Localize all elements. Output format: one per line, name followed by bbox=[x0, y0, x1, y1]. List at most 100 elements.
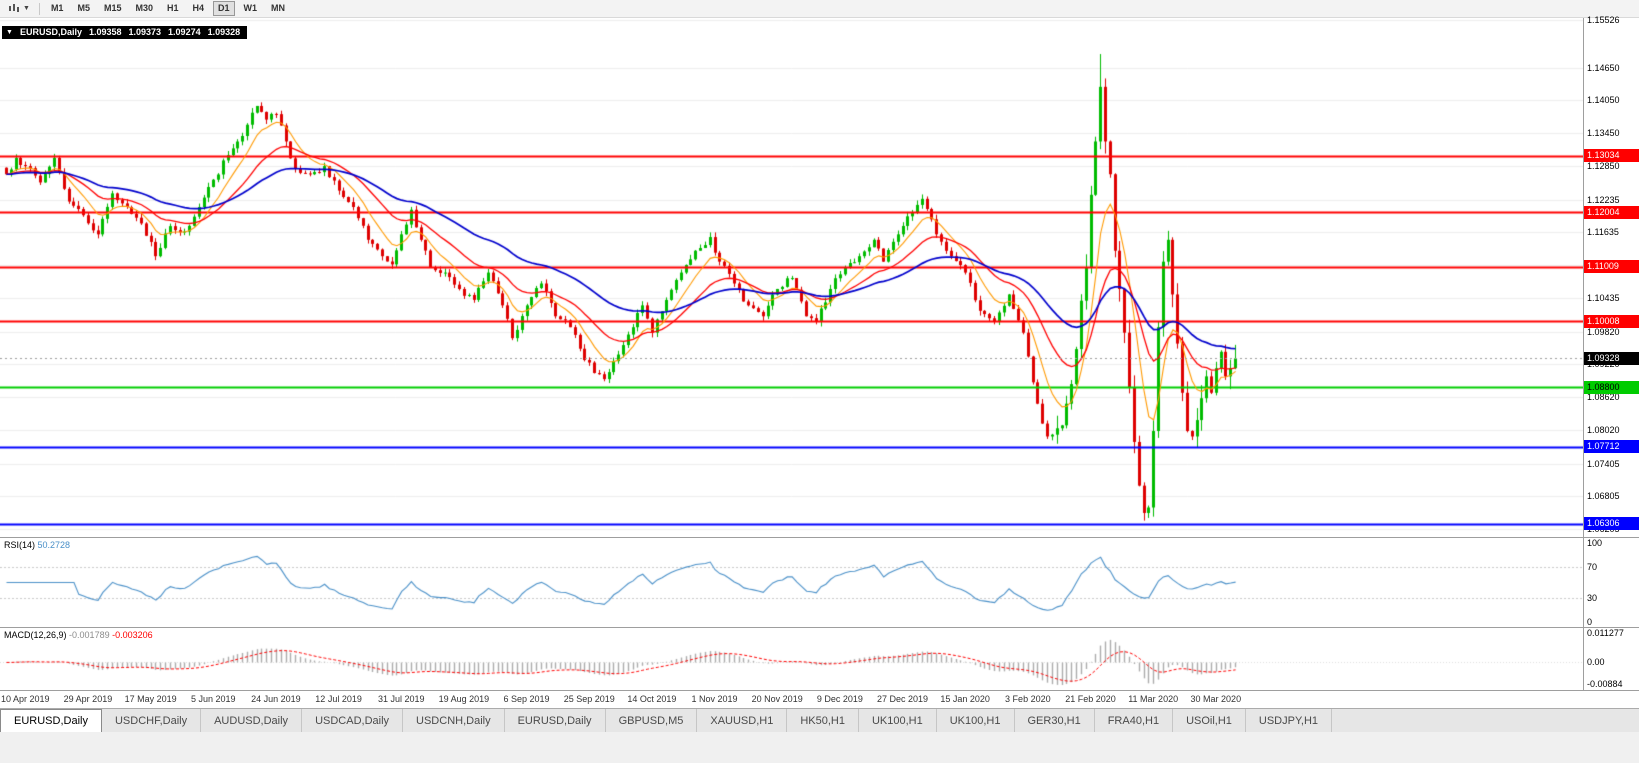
axis-tick-label: 1.14050 bbox=[1587, 95, 1620, 106]
date-label: 24 Jun 2019 bbox=[251, 694, 301, 704]
timeframe-button-w1[interactable]: W1 bbox=[239, 1, 263, 16]
rsi-title: RSI(14) bbox=[4, 540, 36, 550]
chart-tab[interactable]: FRA40,H1 bbox=[1094, 709, 1174, 732]
chart-tab[interactable]: XAUUSD,H1 bbox=[697, 709, 788, 732]
axis-tick-label: 1.12235 bbox=[1587, 194, 1620, 205]
level-price-label: 1.06306 bbox=[1584, 517, 1639, 531]
date-label: 27 Dec 2019 bbox=[876, 694, 929, 704]
open-value: 1.09358 bbox=[88, 27, 122, 37]
date-label: 25 Sep 2019 bbox=[563, 694, 615, 704]
axis-tick-label: 0.011277 bbox=[1587, 628, 1624, 638]
date-label: 19 Aug 2019 bbox=[438, 694, 490, 704]
timeframe-button-m30[interactable]: M30 bbox=[130, 1, 158, 16]
date-label: 29 Apr 2019 bbox=[63, 694, 113, 704]
chart-tab[interactable]: GBPUSD,M5 bbox=[605, 709, 698, 732]
date-label: 11 Mar 2020 bbox=[1128, 694, 1179, 704]
date-label: 9 Dec 2019 bbox=[816, 694, 863, 704]
chart-tab[interactable]: AUDUSD,Daily bbox=[201, 709, 303, 732]
date-label: 14 Oct 2019 bbox=[627, 694, 677, 704]
date-label: 1 Nov 2019 bbox=[691, 694, 738, 704]
status-bar bbox=[0, 732, 1639, 763]
toolbar-separator bbox=[38, 2, 40, 15]
date-axis[interactable]: 10 Apr 2019 29 Apr 2019 17 May 2019 5 Jun 2… bbox=[0, 690, 1639, 708]
chart-tab[interactable]: UK100,H1 bbox=[936, 709, 1015, 732]
macd-panel-canvas[interactable] bbox=[0, 628, 1583, 690]
candlestick-chart-icon bbox=[9, 4, 19, 12]
axis-tick-label: 0 bbox=[1587, 617, 1593, 627]
level-price-label: 1.13034 bbox=[1584, 149, 1639, 163]
chart-tab[interactable]: USDCHF,Daily bbox=[101, 709, 202, 732]
panel-divider[interactable] bbox=[0, 537, 1639, 538]
timeframe-button-h4[interactable]: H4 bbox=[188, 1, 210, 16]
date-label: 3 Feb 2020 bbox=[1005, 694, 1051, 704]
chart-tabs: EURUSD,Daily USDCHF,Daily AUDUSD,Daily USDC… bbox=[0, 708, 1639, 732]
chart-tab[interactable]: EURUSD,Daily bbox=[504, 709, 606, 732]
axis-tick-label: 1.13450 bbox=[1587, 128, 1620, 139]
chart-tab[interactable]: USOil,H1 bbox=[1173, 709, 1246, 732]
level-price-label: 1.12004 bbox=[1584, 205, 1639, 219]
chart-tab[interactable]: GER30,H1 bbox=[1014, 709, 1095, 732]
date-label: 17 May 2019 bbox=[124, 694, 177, 704]
axis-tick-label: 1.11635 bbox=[1587, 227, 1619, 238]
macd-signal-value: -0.003206 bbox=[112, 630, 153, 640]
level-price-label: 1.08800 bbox=[1584, 380, 1639, 394]
axis-tick-label: 70 bbox=[1587, 561, 1598, 572]
chart-tab[interactable]: HK50,H1 bbox=[787, 709, 859, 732]
rsi-value: 50.2728 bbox=[37, 540, 71, 550]
axis-tick-label: 1.08020 bbox=[1587, 424, 1620, 435]
level-price-label: 1.07712 bbox=[1584, 440, 1639, 454]
chart-tab[interactable]: USDJPY,H1 bbox=[1245, 709, 1333, 732]
chevron-down-icon: ▼ bbox=[23, 5, 30, 12]
date-label: 20 Nov 2019 bbox=[751, 694, 803, 704]
macd-indicator-label: MACD(12,26,9) -0.001789 -0.003206 bbox=[4, 630, 153, 640]
date-label: 12 Jul 2019 bbox=[315, 694, 362, 704]
symbol-label: EURUSD,Daily bbox=[19, 27, 82, 37]
rsi-axis[interactable]: 100 70 30 0 bbox=[1583, 538, 1639, 627]
panel-divider[interactable] bbox=[0, 627, 1639, 628]
timeframe-button-m5[interactable]: M5 bbox=[72, 1, 95, 16]
date-label: 10 Apr 2019 bbox=[0, 694, 50, 704]
date-label: 6 Sep 2019 bbox=[503, 694, 550, 704]
level-price-label: 1.10008 bbox=[1584, 314, 1639, 328]
axis-tick-label: 1.08620 bbox=[1587, 392, 1620, 403]
close-value: 1.09328 bbox=[207, 27, 241, 37]
level-price-label: 1.11009 bbox=[1584, 260, 1639, 274]
price-chart-canvas[interactable] bbox=[0, 18, 1583, 537]
rsi-indicator-label: RSI(14) 50.2728 bbox=[4, 540, 70, 550]
chart-window: ▼ EURUSD,Daily 1.09358 1.09373 1.09274 1… bbox=[0, 14, 1639, 708]
chart-type-button[interactable]: ▼ bbox=[5, 1, 33, 16]
price-axis[interactable]: 1.15526 1.14650 1.14050 1.13450 1.12850 1.122… bbox=[1583, 14, 1639, 537]
chart-tab[interactable]: USDCNH,Daily bbox=[403, 709, 505, 732]
axis-tick-label: 1.12850 bbox=[1587, 161, 1620, 172]
axis-tick-label: 1.15526 bbox=[1587, 14, 1620, 25]
axis-tick-label: 30 bbox=[1587, 593, 1598, 604]
ohlc-header[interactable]: ▼ EURUSD,Daily 1.09358 1.09373 1.09274 1… bbox=[2, 26, 248, 39]
axis-tick-label: 1.10435 bbox=[1587, 292, 1620, 303]
axis-tick-label: 1.06805 bbox=[1587, 491, 1620, 502]
chart-tab[interactable]: EURUSD,Daily bbox=[0, 709, 102, 732]
chart-tab[interactable]: UK100,H1 bbox=[858, 709, 937, 732]
axis-tick-label: 0.00 bbox=[1587, 657, 1605, 668]
macd-main-value: -0.001789 bbox=[69, 630, 110, 640]
date-label: 21 Feb 2020 bbox=[1065, 694, 1116, 704]
low-value: 1.09274 bbox=[168, 27, 201, 37]
high-value: 1.09373 bbox=[128, 27, 162, 37]
date-label: 30 Mar 2020 bbox=[1190, 694, 1242, 704]
rsi-panel-canvas[interactable] bbox=[0, 538, 1583, 627]
timeframe-button-m15[interactable]: M15 bbox=[99, 1, 127, 16]
axis-tick-label: -0.00884 bbox=[1587, 679, 1623, 689]
axis-tick-label: 1.09820 bbox=[1587, 326, 1620, 337]
current-price-label: 1.09328 bbox=[1584, 351, 1639, 365]
triangle-down-icon: ▼ bbox=[6, 28, 13, 36]
timeframe-button-d1[interactable]: D1 bbox=[213, 1, 235, 16]
timeframe-button-mn[interactable]: MN bbox=[266, 1, 290, 16]
timeframe-button-h1[interactable]: H1 bbox=[162, 1, 184, 16]
timeframe-button-m1[interactable]: M1 bbox=[46, 1, 69, 16]
date-label: 15 Jan 2020 bbox=[940, 694, 990, 704]
axis-tick-label: 1.07405 bbox=[1587, 458, 1620, 469]
macd-axis[interactable]: 0.011277 0.00 -0.00884 bbox=[1583, 628, 1639, 690]
timeframe-toolbar: ▼ M1 M5 M15 M30 H1 H4 D1 W1 MN bbox=[0, 0, 1639, 18]
timeframe-buttons: M1 M5 M15 M30 H1 H4 D1 W1 MN bbox=[46, 1, 294, 16]
chart-tab[interactable]: USDCAD,Daily bbox=[302, 709, 404, 732]
